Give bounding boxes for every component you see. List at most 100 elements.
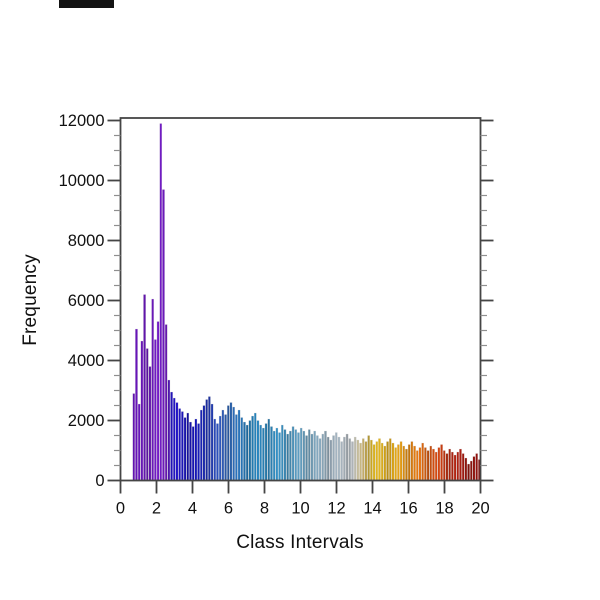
histogram-bar (132, 393, 136, 481)
histogram-bar (388, 438, 392, 481)
histogram-bar (332, 435, 335, 481)
histogram-bar (351, 441, 354, 481)
histogram-bar (221, 409, 225, 481)
y-tick-label: 12000 (59, 112, 105, 130)
histogram-bar (248, 420, 252, 481)
histogram-bar (321, 433, 325, 481)
histogram-bar (399, 441, 403, 481)
histogram-bar (413, 445, 416, 481)
histogram-bar (289, 430, 292, 481)
histogram-bar (434, 451, 438, 481)
histogram-bar (183, 417, 187, 481)
histogram-bar (186, 412, 190, 481)
histogram-bar (218, 415, 222, 481)
histogram-bar (148, 366, 152, 481)
histogram-bar (194, 418, 198, 481)
histogram-bar (154, 339, 157, 481)
histogram-bar (397, 444, 400, 481)
histogram-bar (151, 298, 154, 481)
histogram-bar (429, 445, 433, 481)
histogram-bar (170, 391, 173, 481)
x-tick-label: 18 (435, 500, 453, 518)
histogram-bar (467, 463, 470, 481)
histogram-bar (294, 429, 298, 481)
y-tick-label: 4000 (68, 352, 105, 370)
histogram-bar (235, 414, 238, 481)
histogram-bar (197, 423, 200, 481)
y-axis-title: Frequency (20, 254, 41, 346)
histogram-bar (380, 442, 384, 481)
y-tick-label: 0 (95, 472, 104, 490)
histogram-bar (226, 405, 230, 481)
histogram-bar (418, 447, 422, 481)
histogram-bar (178, 408, 181, 481)
histogram-bar (280, 424, 284, 481)
histogram-bar (156, 321, 160, 481)
histogram-bar (167, 379, 171, 481)
x-tick-label: 4 (188, 500, 197, 518)
histogram-bar (405, 448, 408, 481)
histogram-bar (415, 450, 419, 481)
histogram-bar (448, 448, 451, 481)
histogram-bar (394, 447, 397, 481)
histogram-bar (205, 399, 208, 481)
histogram-bar (340, 441, 343, 481)
histogram-bar (310, 433, 314, 481)
histogram-bar (426, 450, 430, 481)
histogram-bar (237, 409, 241, 481)
y-tick-label: 6000 (68, 292, 105, 310)
histogram-bar (424, 447, 427, 481)
histogram-bar (348, 438, 352, 481)
y-tick-label: 10000 (59, 172, 105, 190)
histogram-bar (213, 418, 217, 481)
histogram-bar (461, 453, 465, 481)
histogram-bar (291, 426, 295, 481)
histogram-bar (316, 435, 319, 481)
histogram-bar (278, 432, 281, 481)
histogram-bar (164, 324, 168, 481)
y-tick-label: 2000 (68, 412, 105, 430)
histogram-bar (272, 430, 276, 481)
histogram-bar (299, 427, 303, 481)
histogram-bar (407, 444, 411, 481)
histogram-bar (159, 123, 163, 481)
histogram-bar (216, 423, 219, 481)
histogram-bar (472, 456, 476, 481)
histogram-bar (264, 423, 268, 481)
histogram-bar (370, 439, 373, 481)
x-tick-label: 6 (224, 500, 233, 518)
histogram-bar (326, 436, 330, 481)
histogram-bar (172, 397, 176, 481)
histogram-bar (140, 340, 144, 481)
histogram-bar (440, 444, 443, 481)
histogram-bar (318, 438, 322, 481)
histogram-bar (210, 403, 214, 481)
histogram-bar (383, 445, 387, 481)
histogram-bar (256, 420, 260, 481)
histogram-bar (451, 451, 454, 481)
x-tick-label: 10 (291, 500, 309, 518)
histogram-bar (175, 402, 179, 481)
histogram-bar (361, 438, 365, 481)
histogram-bar (181, 411, 184, 481)
x-tick-label: 8 (260, 500, 269, 518)
x-axis-title: Class Intervals (236, 532, 364, 553)
histogram-bar (243, 421, 246, 481)
x-tick-label: 20 (471, 500, 489, 518)
histogram-bar (364, 441, 368, 481)
histogram-bar (307, 429, 311, 481)
histogram-bar (162, 189, 165, 481)
histogram-bar (267, 418, 271, 481)
histogram-bar (224, 414, 227, 481)
histogram-bar (337, 436, 341, 481)
histogram-bar (386, 441, 389, 481)
histogram-bar (324, 430, 327, 481)
histogram-bar (135, 328, 138, 481)
histogram-bar (475, 453, 478, 481)
histogram-bar (259, 424, 262, 481)
histogram-bar (232, 406, 235, 481)
histogram-bar (459, 448, 462, 481)
histogram-bar (378, 438, 381, 481)
